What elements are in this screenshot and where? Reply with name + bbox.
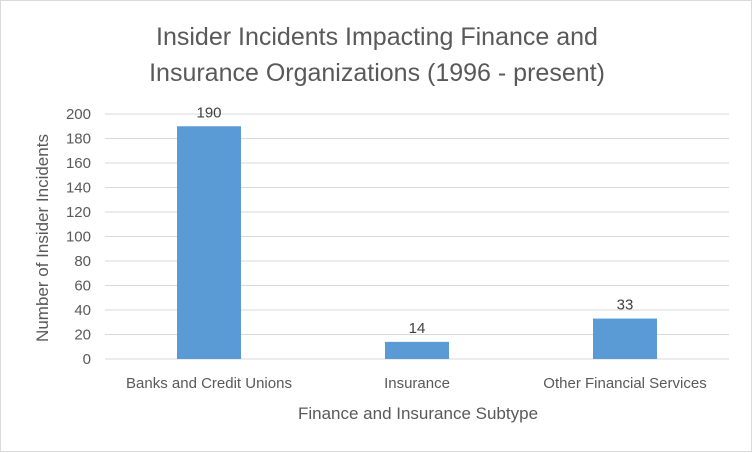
y-tick-label: 80 xyxy=(74,253,91,270)
bar xyxy=(593,318,657,359)
y-tick-label: 120 xyxy=(66,204,91,221)
y-axis-title: Number of Insider Incidents xyxy=(33,134,52,342)
bars xyxy=(177,126,657,359)
chart-title-line-1: Insider Incidents Impacting Finance and xyxy=(156,23,598,51)
x-category-label: Banks and Credit Unions xyxy=(126,375,292,392)
y-tick-label: 0 xyxy=(83,351,91,368)
bar xyxy=(385,341,449,359)
data-label: 14 xyxy=(409,320,426,337)
chart-title-line-2: Insurance Organizations (1996 - present) xyxy=(149,59,605,87)
data-labels: 190 14 33 xyxy=(196,104,633,337)
y-tick-label: 40 xyxy=(74,302,91,319)
x-category-label: Other Financial Services xyxy=(543,375,706,392)
y-tick-label: 140 xyxy=(66,180,91,197)
x-category-label: Insurance xyxy=(384,375,450,392)
data-label: 190 xyxy=(196,104,221,121)
y-tick-label: 100 xyxy=(66,229,91,246)
y-tick-label: 160 xyxy=(66,155,91,172)
data-label: 33 xyxy=(617,297,634,314)
x-axis-title: Finance and Insurance Subtype xyxy=(298,404,538,423)
y-tick-label: 20 xyxy=(74,327,91,344)
y-tick-label: 200 xyxy=(66,106,91,123)
y-tick-label: 60 xyxy=(74,278,91,295)
y-tick-label: 180 xyxy=(66,131,91,148)
bar xyxy=(177,126,241,359)
y-axis-ticks: 0 20 40 60 80 100 120 140 160 180 200 xyxy=(66,106,91,368)
x-axis-categories: Banks and Credit Unions Insurance Other Fi… xyxy=(126,375,707,392)
